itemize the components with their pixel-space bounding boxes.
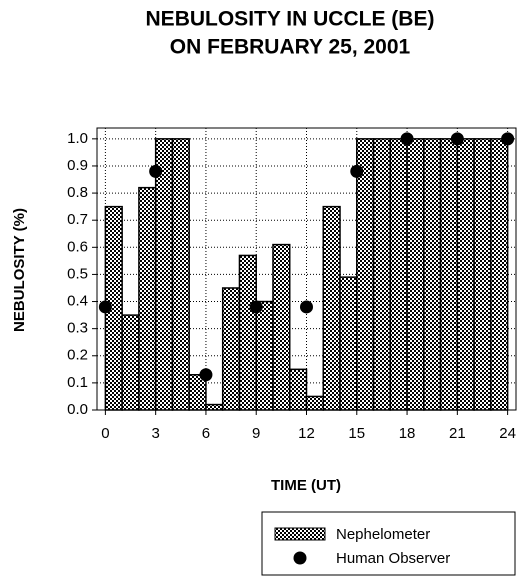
legend-marker bbox=[293, 551, 307, 565]
x-tick-label: 15 bbox=[348, 425, 365, 442]
point bbox=[149, 164, 163, 178]
point bbox=[501, 132, 515, 146]
bar bbox=[288, 368, 308, 411]
bar bbox=[439, 138, 459, 411]
bar bbox=[406, 138, 425, 411]
bar bbox=[255, 300, 274, 411]
y-tick-label: 0.1 bbox=[67, 374, 88, 391]
bar bbox=[473, 138, 492, 411]
chart-title: ON FEBRUARY 25, 2001 bbox=[170, 36, 411, 59]
y-tick-label: 0.8 bbox=[67, 184, 88, 201]
bar bbox=[138, 186, 157, 411]
bar bbox=[456, 138, 475, 411]
bar bbox=[356, 138, 375, 411]
point bbox=[300, 300, 313, 314]
x-tick-label: 18 bbox=[399, 425, 416, 442]
bar bbox=[221, 287, 241, 411]
point bbox=[450, 132, 464, 146]
x-tick-label: 24 bbox=[499, 425, 516, 442]
y-tick-label: 0.2 bbox=[67, 347, 88, 364]
x-tick-label: 21 bbox=[449, 425, 466, 442]
y-tick-label: 0.3 bbox=[67, 320, 88, 337]
chart-title: NEBULOSITY IN UCCLE (BE) bbox=[146, 8, 435, 31]
plot-frame bbox=[96, 127, 517, 411]
bar bbox=[121, 314, 140, 411]
x-tick-label: 3 bbox=[151, 425, 159, 442]
bar bbox=[389, 138, 408, 411]
legend-label: Nephelometer bbox=[336, 526, 430, 543]
legend-label: Human Observer bbox=[336, 550, 450, 567]
bar bbox=[305, 395, 325, 411]
point bbox=[249, 300, 263, 314]
bar bbox=[339, 276, 358, 411]
point bbox=[199, 368, 213, 382]
y-tick-label: 0.5 bbox=[67, 265, 88, 282]
bar bbox=[322, 205, 341, 411]
y-tick-label: 0.6 bbox=[67, 238, 88, 255]
point bbox=[400, 132, 414, 146]
y-tick-label: 1.0 bbox=[67, 130, 88, 147]
x-tick-label: 12 bbox=[298, 425, 315, 442]
bar bbox=[205, 403, 224, 411]
bar bbox=[423, 138, 442, 411]
legend-swatch bbox=[274, 527, 326, 541]
point bbox=[350, 164, 364, 178]
bar bbox=[272, 243, 291, 411]
x-tick-label: 6 bbox=[202, 425, 210, 442]
x-tick-label: 0 bbox=[101, 425, 109, 442]
y-tick-label: 0.9 bbox=[67, 157, 88, 174]
x-axis-label: TIME (UT) bbox=[271, 477, 341, 494]
point bbox=[98, 300, 112, 314]
legend bbox=[261, 511, 516, 576]
x-tick-label: 9 bbox=[252, 425, 260, 442]
y-axis-label: NEBULOSITY (%) bbox=[11, 208, 28, 332]
bar bbox=[490, 138, 509, 411]
bar bbox=[171, 138, 190, 411]
y-tick-label: 0.7 bbox=[67, 211, 88, 228]
bar bbox=[154, 138, 174, 411]
y-tick-label: 0.0 bbox=[67, 401, 88, 418]
y-tick-label: 0.4 bbox=[67, 293, 88, 310]
bar bbox=[238, 254, 257, 411]
bar bbox=[372, 138, 392, 411]
